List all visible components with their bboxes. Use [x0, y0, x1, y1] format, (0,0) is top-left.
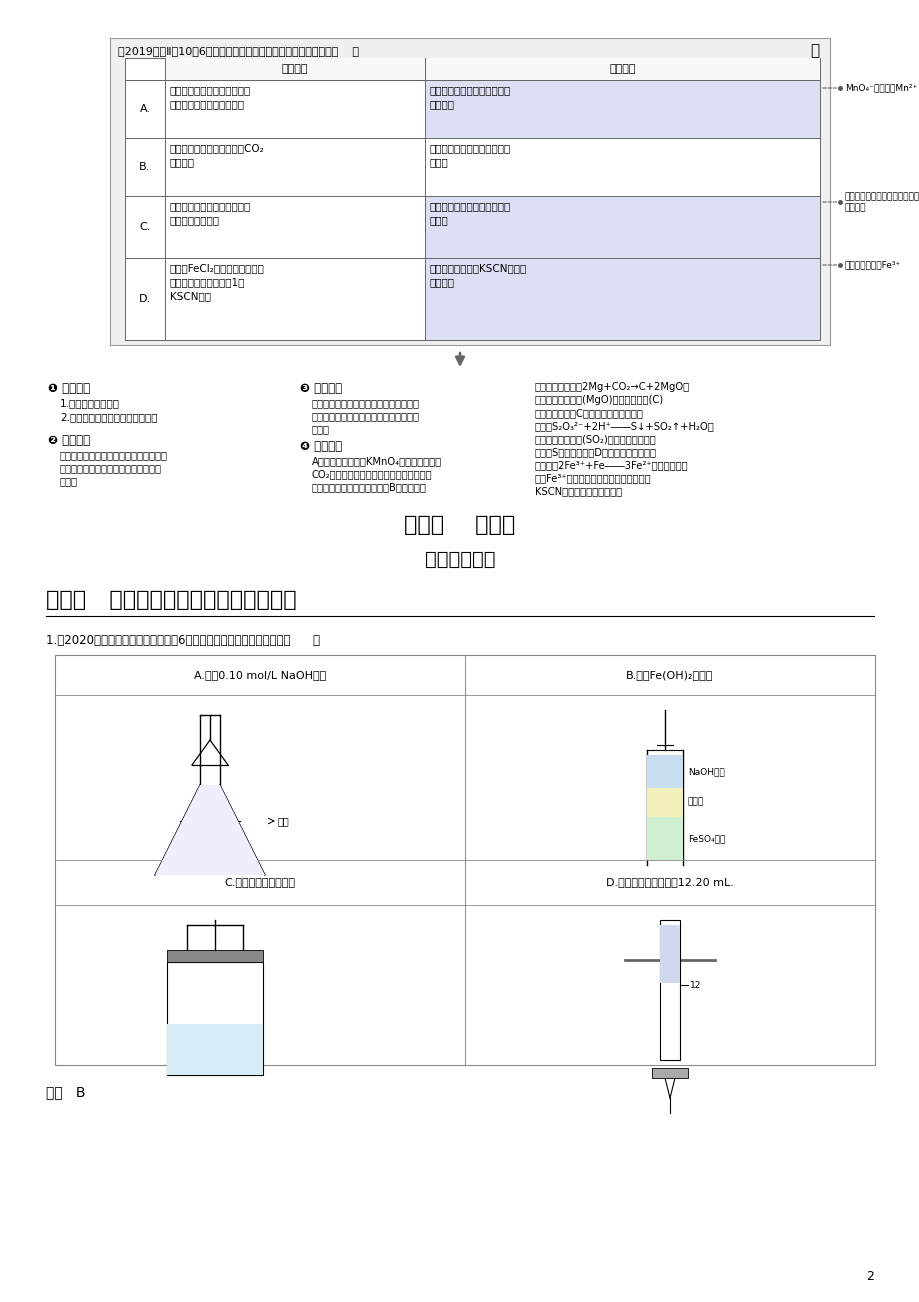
Bar	[646, 788, 682, 816]
Text: C.: C.	[139, 223, 151, 232]
Text: CO₂，所以实验现象为溶液紫色逐渐褪去，: CO₂，所以实验现象为溶液紫色逐渐褪去，	[312, 469, 432, 479]
Text: A项，乙烯可被酸性KMnO₄溶液氧化，生成: A项，乙烯可被酸性KMnO₄溶液氧化，生成	[312, 456, 442, 466]
Text: 2: 2	[865, 1269, 873, 1282]
Text: 12: 12	[689, 980, 700, 990]
Text: ❷ 能力要求: ❷ 能力要求	[48, 434, 90, 447]
Text: 植物油: 植物油	[687, 798, 703, 807]
Text: 将镁条点燃后迅速伸入集满CO₂
的集气瓶: 将镁条点燃后迅速伸入集满CO₂ 的集气瓶	[170, 143, 265, 167]
Text: 向盛有FeCl₂溶液的试管中加过
量铁粉，充分振荡后加1滴
KSCN溶液: 向盛有FeCl₂溶液的试管中加过 量铁粉，充分振荡后加1滴 KSCN溶液	[170, 263, 265, 301]
Bar	[659, 924, 679, 983]
Text: 答案   B: 答案 B	[46, 1085, 85, 1099]
Text: 能力。: 能力。	[60, 477, 78, 486]
Bar	[425, 258, 819, 340]
Text: 实验操作: 实验操作	[281, 64, 308, 74]
Text: 本题重点考查学生对元素及其化合物相关: 本题重点考查学生对元素及其化合物相关	[60, 450, 168, 460]
Text: MnO₄⁻被还原为Mn²⁺: MnO₄⁻被还原为Mn²⁺	[844, 83, 916, 92]
Text: 饱和溶液: 饱和溶液	[203, 1052, 226, 1062]
Bar	[55, 655, 874, 1065]
Bar	[167, 1025, 263, 1075]
Bar	[110, 38, 829, 345]
Text: 应的化学方程式为2Mg+CO₂→C+2MgO，: 应的化学方程式为2Mg+CO₂→C+2MgO，	[535, 381, 689, 392]
Bar	[646, 755, 682, 788]
Text: （2019课标Ⅱ，10，6分）下列实验现象与实验操作不相匹配的是（    ）: （2019课标Ⅱ，10，6分）下列实验现象与实验操作不相匹配的是（ ）	[118, 46, 358, 56]
Text: 视线: 视线	[278, 816, 289, 825]
Text: 【考点集训】: 【考点集训】	[425, 549, 494, 569]
Bar	[646, 816, 682, 861]
Bar	[167, 950, 263, 962]
Text: 程式为S₂O₃²⁻+2H⁺――S↓+SO₂↑+H₂O，: 程式为S₂O₃²⁻+2H⁺――S↓+SO₂↑+H₂O，	[535, 421, 714, 431]
Text: 有刺激性气味气体(SO₂)产生，溶液变浑浊: 有刺激性气味气体(SO₂)产生，溶液变浑浊	[535, 434, 656, 444]
Text: FeSO₄溶液: FeSO₄溶液	[687, 833, 724, 842]
Text: 向盛有酚和硫代硫酸钠溶液的
试管中滴加稀盐酸: 向盛有酚和硫代硫酸钠溶液的 试管中滴加稀盐酸	[170, 201, 251, 225]
Text: 产生，故正确；C项，发生反应的离子方: 产生，故正确；C项，发生反应的离子方	[535, 408, 643, 418]
Text: ❸ 设题技巧: ❸ 设题技巧	[300, 381, 342, 395]
Text: 本题以实验操作为载体，重点考查元素化: 本题以实验操作为载体，重点考查元素化	[312, 398, 420, 408]
Text: 不大。: 不大。	[312, 424, 330, 434]
Bar	[167, 962, 263, 1075]
Text: 2.镁、硫、铁及其化合物的性质。: 2.镁、硫、铁及其化合物的性质。	[60, 411, 157, 422]
Bar	[165, 59, 819, 79]
Text: 集气瓶中产生浓烟并有黑色颗
粒产生: 集气瓶中产生浓烟并有黑色颗 粒产生	[429, 143, 511, 167]
Bar	[652, 1068, 687, 1078]
Text: 粉，Fe³⁺完全反应，黄色逐渐消失，滴加: 粉，Fe³⁺完全反应，黄色逐渐消失，滴加	[535, 473, 651, 483]
Bar	[425, 197, 819, 258]
Text: C.除去氯气中的氯化氢: C.除去氯气中的氯化氢	[224, 878, 295, 888]
Text: 破考点    练考向: 破考点 练考向	[404, 516, 515, 535]
Bar	[659, 921, 679, 1060]
Text: （生成S），故正确；D项，发生反应的离子: （生成S），故正确；D项，发生反应的离子	[535, 447, 656, 457]
Text: ❹ 选项分析: ❹ 选项分析	[300, 440, 342, 453]
Text: 知识的复述、再现、辨认和融会贯通的: 知识的复述、再现、辨认和融会贯通的	[60, 464, 162, 473]
Text: B.: B.	[139, 161, 151, 172]
Text: B.观察Fe(OH)₂的生成: B.观察Fe(OH)₂的生成	[626, 671, 713, 680]
Text: 硫单质不溶于水，微溶于酒精，易溶于
二硫化碳: 硫单质不溶于水，微溶于酒精，易溶于 二硫化碳	[844, 191, 919, 212]
Text: 证明溶液中不含Fe³⁺: 证明溶液中不含Fe³⁺	[844, 260, 901, 270]
Text: 有刺激性气味气体产生，溶液
变浑浊: 有刺激性气味气体产生，溶液 变浑浊	[429, 201, 511, 225]
Polygon shape	[154, 785, 265, 875]
Text: KSCN溶液不变色，故正确。: KSCN溶液不变色，故正确。	[535, 486, 621, 496]
Text: 集气瓶中产生浓烟(MgO)并有黑色颗粒(C): 集气瓶中产生浓烟(MgO)并有黑色颗粒(C)	[535, 395, 664, 405]
Text: NaOH溶液: NaOH溶液	[687, 767, 724, 776]
Text: 🖇: 🖇	[810, 43, 819, 59]
Text: 1.（2020届陕西合阳中学开学调研，6）下列有关实验的选项正确的是（      ）: 1.（2020届陕西合阳中学开学调研，6）下列有关实验的选项正确的是（ ）	[46, 634, 320, 647]
Text: D.: D.	[139, 294, 151, 303]
Text: 方程式为2Fe³⁺+Fe――3Fe²⁺，加入过量铁: 方程式为2Fe³⁺+Fe――3Fe²⁺，加入过量铁	[535, 460, 688, 470]
Text: D.记录滴定终点读数为12.20 mL.: D.记录滴定终点读数为12.20 mL.	[606, 878, 733, 888]
Text: 向盛有高锰酸钾酸性溶液的试
管中通入足量的乙烯后静置: 向盛有高锰酸钾酸性溶液的试 管中通入足量的乙烯后静置	[170, 85, 251, 109]
Text: ❶ 核心考点: ❶ 核心考点	[48, 381, 90, 395]
Text: A.: A.	[140, 104, 151, 115]
Bar	[425, 79, 819, 138]
Text: 黄色逐渐消失，加KSCN后溶液
颜色不变: 黄色逐渐消失，加KSCN后溶液 颜色不变	[429, 263, 527, 286]
Bar	[125, 59, 819, 340]
Text: 合物的基础知识，涉及知识点较多，难度: 合物的基础知识，涉及知识点较多，难度	[312, 411, 420, 421]
Text: 实验现象: 实验现象	[608, 64, 635, 74]
Text: 1.乙烯的化学性质；: 1.乙烯的化学性质；	[60, 398, 119, 408]
Text: 静置后溶液不分层，故错误；B项，发生反: 静置后溶液不分层，故错误；B项，发生反	[312, 482, 426, 492]
Text: 溶液的紫色逐渐褪去，静置后
溶液分层: 溶液的紫色逐渐褪去，静置后 溶液分层	[429, 85, 511, 109]
Text: 考点一   常用仪器的主要用途和使用方法: 考点一 常用仪器的主要用途和使用方法	[46, 590, 296, 611]
Text: A.配制0.10 mol/L NaOH溶液: A.配制0.10 mol/L NaOH溶液	[194, 671, 325, 680]
Text: NaHCO₃: NaHCO₃	[195, 1036, 234, 1047]
